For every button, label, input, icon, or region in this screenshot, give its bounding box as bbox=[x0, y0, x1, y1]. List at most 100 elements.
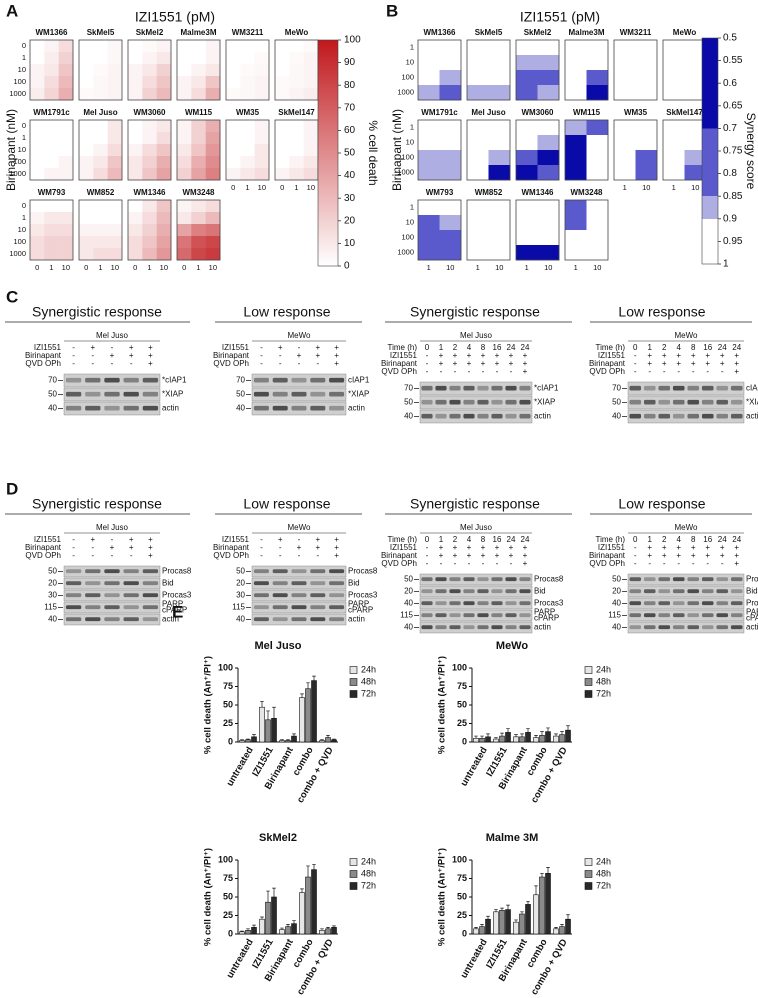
error-bar bbox=[546, 867, 550, 874]
bar bbox=[525, 732, 531, 743]
blot-band bbox=[672, 399, 685, 405]
heatmap-cell bbox=[439, 120, 462, 136]
heatmap-cell bbox=[177, 236, 192, 249]
heatmap-cell bbox=[128, 76, 143, 89]
heatmap-cell bbox=[537, 200, 560, 216]
condition-sign: + bbox=[481, 551, 486, 560]
heatmap-cell bbox=[30, 248, 45, 261]
error-bar bbox=[500, 732, 504, 737]
x-tick-label: 0 bbox=[133, 263, 137, 272]
bar bbox=[533, 737, 539, 743]
band-label: Procas3 bbox=[348, 591, 378, 600]
legend-swatch bbox=[349, 666, 358, 674]
heatmap-cell bbox=[635, 85, 658, 101]
condition-sign: 2 bbox=[453, 343, 458, 352]
y-tick-label: 10 bbox=[18, 145, 26, 154]
blot-band bbox=[687, 601, 700, 606]
heatmap-cell bbox=[418, 40, 440, 56]
error-bar bbox=[560, 731, 564, 735]
error-bar bbox=[306, 682, 310, 689]
condition-sign: + bbox=[734, 543, 739, 552]
blot-band bbox=[449, 385, 461, 391]
heatmap-cell bbox=[418, 85, 440, 101]
heatmap-cell bbox=[516, 150, 538, 166]
error-bar bbox=[240, 739, 244, 741]
bar bbox=[311, 680, 317, 743]
legend-swatch bbox=[584, 870, 593, 878]
blot-band bbox=[716, 385, 729, 391]
condition-sign: + bbox=[662, 543, 667, 552]
heatmap-cell bbox=[142, 224, 157, 237]
y-tick-label: 0 bbox=[22, 121, 26, 130]
condition-label: Birinapant bbox=[213, 351, 250, 360]
bar bbox=[565, 918, 571, 935]
heatmap-cell bbox=[537, 150, 560, 166]
heatmap-cell bbox=[586, 40, 609, 56]
blot-band bbox=[123, 617, 139, 622]
colorbar-tick-label: 0.5 bbox=[723, 33, 737, 44]
cell-line-name: WM1346 bbox=[133, 188, 166, 197]
heatmap-cell bbox=[30, 76, 45, 89]
condition-label: Time (h) bbox=[596, 343, 626, 352]
condition-sign: + bbox=[148, 551, 153, 560]
bar bbox=[499, 735, 505, 743]
condition-sign: + bbox=[467, 551, 472, 560]
blot-band bbox=[104, 391, 120, 397]
y-tick-label: 100 bbox=[401, 232, 414, 241]
blot-band bbox=[519, 385, 531, 391]
heatmap-cell bbox=[205, 132, 221, 145]
heatmap-frame bbox=[564, 199, 609, 261]
condition-sign: - bbox=[111, 359, 114, 368]
condition-sign: + bbox=[705, 351, 710, 360]
heatmap-cell bbox=[467, 215, 489, 231]
blot-band bbox=[463, 385, 475, 391]
condition-sign: + bbox=[467, 359, 472, 368]
y-tick-label: 100 bbox=[13, 77, 26, 86]
blot-band bbox=[123, 377, 139, 383]
heatmap-cell bbox=[93, 88, 108, 101]
cell-line-name: WM1791c bbox=[421, 108, 458, 117]
heatmap-cell bbox=[289, 168, 304, 181]
error-bar bbox=[252, 734, 256, 737]
heatmap-cell bbox=[537, 85, 560, 101]
heatmap-cell bbox=[303, 64, 319, 77]
y-tick-label: 50 bbox=[223, 891, 233, 901]
band-label: Bid bbox=[746, 587, 758, 596]
band-label: cIAP1 bbox=[348, 376, 370, 385]
blot-band bbox=[491, 399, 503, 405]
blot-band bbox=[658, 589, 671, 594]
heatmap-cell bbox=[537, 215, 560, 231]
condition-sign: 24 bbox=[521, 535, 530, 544]
blot-band bbox=[142, 377, 159, 383]
blot-strip bbox=[251, 373, 347, 388]
blot-band bbox=[310, 569, 326, 574]
condition-label: Birinapant bbox=[381, 359, 418, 368]
heatmap-cell bbox=[191, 52, 206, 65]
heatmap-cell bbox=[191, 40, 206, 53]
condition-sign: - bbox=[279, 359, 282, 368]
heatmap-frame bbox=[176, 119, 221, 181]
heatmap-cell bbox=[663, 135, 685, 151]
condition-sign: + bbox=[647, 351, 652, 360]
condition-sign: + bbox=[278, 535, 283, 544]
blot-band bbox=[272, 377, 288, 383]
colorbar-tick-label: 0.55 bbox=[723, 55, 743, 66]
heatmap-cell bbox=[226, 52, 241, 65]
error-bar bbox=[506, 728, 510, 733]
heatmap-cell bbox=[128, 52, 143, 65]
x-tick-label: 0 bbox=[84, 263, 88, 272]
heatmap-cell bbox=[58, 144, 74, 157]
colorbar-tick-label: 1 bbox=[723, 259, 729, 270]
bar bbox=[239, 740, 245, 743]
heatmap-cell bbox=[537, 245, 560, 261]
heatmap-cell bbox=[30, 212, 45, 225]
condition-sign: + bbox=[334, 551, 339, 560]
y-axis-label: % cell death (An⁺/PI⁺) bbox=[203, 656, 214, 754]
heatmap-cell bbox=[128, 224, 143, 237]
condition-sign: - bbox=[260, 343, 263, 352]
blot-band bbox=[463, 399, 475, 405]
x-tick-label: 10 bbox=[446, 263, 454, 272]
heatmap-cell bbox=[177, 120, 192, 133]
error-bar bbox=[500, 907, 504, 911]
cell-line-name: SkMel147 bbox=[278, 108, 315, 117]
